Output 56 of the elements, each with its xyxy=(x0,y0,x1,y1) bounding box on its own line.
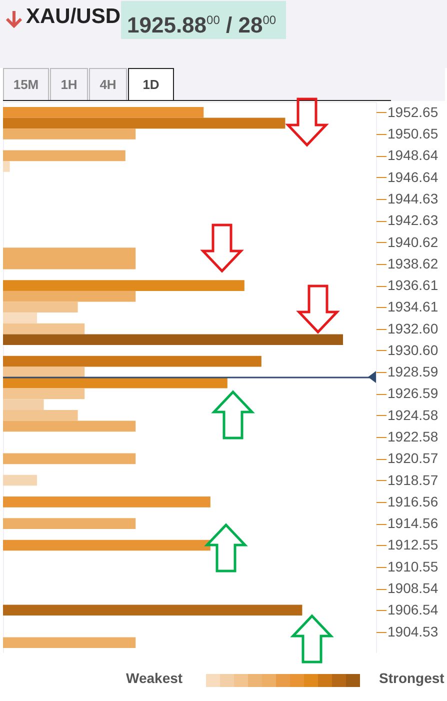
text: 4H xyxy=(89,68,127,100)
y-tick-label: 1910.55 xyxy=(388,558,438,574)
y-tick-label: 1916.56 xyxy=(388,493,438,510)
y-tick-label: 1946.64 xyxy=(388,168,438,184)
bar xyxy=(3,452,136,464)
bar xyxy=(3,128,136,140)
y-tick-label: 1926.59 xyxy=(388,384,438,401)
bar xyxy=(3,334,344,345)
bar xyxy=(3,301,78,312)
y-tick-label: 1914.56 xyxy=(388,514,438,531)
y-tick-label: 1936.61 xyxy=(388,276,438,293)
y-tick-label: 1908.54 xyxy=(388,580,438,596)
text: Weakest xyxy=(126,670,183,686)
bar xyxy=(3,117,286,128)
text: 15M xyxy=(3,68,49,100)
y-tick-label: 1938.62 xyxy=(388,255,438,272)
bar xyxy=(3,290,136,302)
bar xyxy=(3,312,37,324)
chart-title: XAU/USD xyxy=(26,5,121,29)
y-tick-label: 1932.60 xyxy=(388,320,438,336)
bar xyxy=(3,398,44,410)
y-tick-label: 1928.59 xyxy=(388,363,438,380)
text: 1H xyxy=(50,68,88,100)
bar xyxy=(3,496,210,508)
bar xyxy=(3,518,136,529)
bar xyxy=(3,366,85,378)
y-tick-label: 1934.61 xyxy=(388,298,438,314)
y-tick-label: 1950.65 xyxy=(388,125,438,142)
y-tick-label: 1930.60 xyxy=(388,342,438,358)
bar xyxy=(3,420,136,432)
bar xyxy=(3,604,302,616)
y-tick-label: 1924.58 xyxy=(388,406,438,423)
bar xyxy=(3,356,262,366)
y-tick-label: 1940.62 xyxy=(388,233,438,250)
bar xyxy=(3,474,37,486)
bar xyxy=(3,636,136,648)
y-tick-label: 1904.53 xyxy=(388,622,438,639)
bar xyxy=(3,160,10,172)
y-tick-label: 1920.57 xyxy=(388,450,438,466)
bar xyxy=(3,410,78,420)
chart-subtitle: 1925.88$^{00}$ / 28$^{00}$ xyxy=(121,1,286,39)
y-tick-label: 1918.57 xyxy=(388,471,438,488)
y-tick-label: 1944.63 xyxy=(388,190,438,206)
y-tick-label: 1952.65 xyxy=(388,104,438,120)
y-tick-label: 1942.63 xyxy=(388,212,438,228)
bar xyxy=(3,540,210,550)
y-tick-label: 1922.58 xyxy=(388,428,438,444)
bar xyxy=(3,388,85,399)
y-tick-label: 1912.55 xyxy=(388,536,438,552)
bar xyxy=(3,150,126,161)
bar xyxy=(3,323,85,334)
y-tick-label: 1948.64 xyxy=(388,146,438,163)
bar xyxy=(3,106,204,118)
y-tick-label: 1906.54 xyxy=(388,601,438,618)
bar xyxy=(3,280,244,291)
text: Strongest xyxy=(379,670,444,686)
